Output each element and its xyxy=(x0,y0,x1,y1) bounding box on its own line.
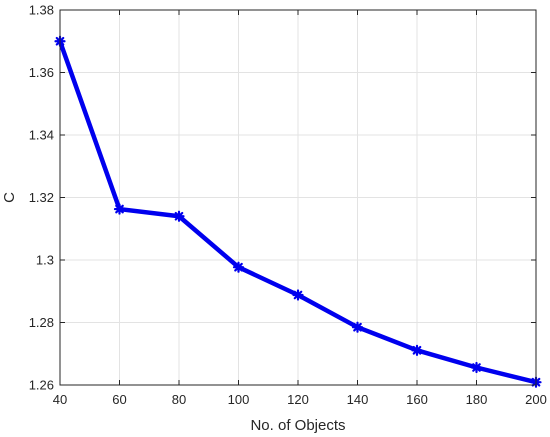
plot-frame xyxy=(59,9,537,386)
y-tick-label: 1.26 xyxy=(29,378,54,393)
grid-lines xyxy=(60,10,536,385)
x-tick-label: 40 xyxy=(53,392,67,407)
y-tick-label: 1.3 xyxy=(36,253,54,268)
x-tick-label: 140 xyxy=(347,392,369,407)
y-axis-label: C xyxy=(1,192,18,203)
x-axis-label: No. of Objects xyxy=(250,417,345,434)
x-tick-label: 120 xyxy=(287,392,309,407)
y-tick-labels: 1.26 1.28 1.3 1.32 1.34 1.36 1.38 xyxy=(29,3,54,393)
data-point-marker xyxy=(173,210,185,222)
data-point-marker xyxy=(292,289,304,301)
data-point-marker xyxy=(411,344,423,356)
x-tick-label: 160 xyxy=(406,392,428,407)
data-point-marker xyxy=(351,321,364,333)
y-tick-label: 1.38 xyxy=(29,3,54,18)
x-tick-label: 80 xyxy=(172,392,186,407)
x-tick-label: 100 xyxy=(228,392,250,407)
x-tick-label: 200 xyxy=(525,392,547,407)
y-tick-label: 1.36 xyxy=(29,65,54,80)
x-tick-label: 60 xyxy=(112,392,126,407)
y-tick-label: 1.28 xyxy=(29,315,54,330)
y-tick-label: 1.34 xyxy=(29,128,54,143)
data-point-marker xyxy=(113,203,126,215)
data-point-marker xyxy=(232,261,245,273)
data-point-marker xyxy=(470,361,483,374)
x-tick-label: 180 xyxy=(466,392,488,407)
x-tick-labels: 40 60 80 100 120 140 160 180 200 xyxy=(53,392,547,407)
y-tick-label: 1.32 xyxy=(29,190,54,205)
